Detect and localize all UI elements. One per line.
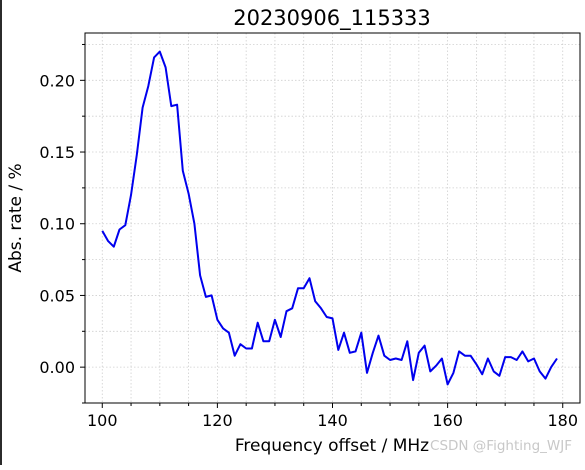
x-axis-label: Frequency offset / MHz	[235, 436, 429, 456]
y-axis-ticks: 0.00 0.05 0.10 0.15 0.20	[39, 43, 85, 404]
y-tick-label: 0.10	[39, 215, 75, 234]
x-tick-label: 140	[317, 411, 348, 430]
series-line	[101, 50, 558, 386]
x-tick-label: 100	[87, 411, 118, 430]
y-tick-label: 0.20	[39, 71, 75, 90]
window-left-edge	[0, 0, 2, 465]
x-tick-label: 180	[547, 411, 578, 430]
x-tick-label: 160	[432, 411, 463, 430]
plot-frame	[84, 32, 581, 404]
x-tick-label: 120	[202, 411, 233, 430]
y-tick-label: 0.15	[39, 143, 75, 162]
grid-lines	[85, 33, 580, 404]
chart-title: 20230906_115333	[233, 6, 431, 31]
x-axis-ticks: 100 120 140 160 180	[87, 403, 578, 430]
watermark: CSDN @Fighting_WJF	[430, 438, 572, 454]
y-tick-label: 0.05	[39, 286, 75, 305]
y-axis-label: Abs. rate / %	[6, 163, 26, 272]
y-tick-label: 0.00	[39, 358, 75, 377]
